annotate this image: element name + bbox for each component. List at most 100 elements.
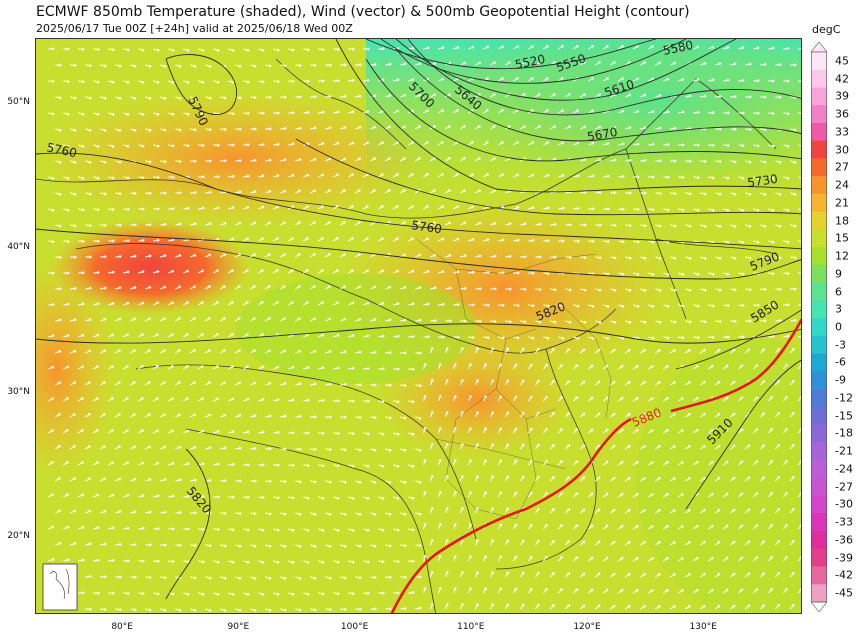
wind-arrow [370, 480, 377, 484]
wind-arrow [265, 414, 272, 418]
wind-arrow [355, 285, 362, 290]
wind-arrow [198, 80, 205, 84]
wind-arrow [160, 608, 167, 612]
wind-arrow [444, 571, 449, 578]
wind-arrow [490, 189, 497, 194]
wind-arrow [48, 397, 55, 402]
colorbar-band [811, 211, 827, 230]
wind-arrow [588, 239, 595, 244]
wind-arrow [445, 125, 451, 130]
wind-arrow [325, 480, 332, 484]
wind-arrow [370, 575, 377, 580]
wind-arrow [138, 112, 145, 116]
wind-arrow [348, 431, 355, 436]
wind-arrow [528, 45, 535, 50]
wind-arrow [183, 397, 190, 402]
wind-arrow [640, 412, 646, 418]
wind-arrow [633, 45, 639, 50]
wind-arrow [678, 493, 684, 498]
wind-arrow [550, 320, 557, 324]
wind-arrow [130, 317, 137, 322]
weather-map: 5520 5550 5580 5610 5640 5670 5700 5730 … [35, 38, 802, 614]
wind-arrow [160, 381, 166, 386]
wind-arrow [467, 427, 472, 434]
wind-arrow [445, 253, 452, 258]
wind-arrow [519, 347, 525, 354]
wind-arrow [489, 539, 494, 546]
wind-arrow [760, 62, 767, 67]
wind-arrow [603, 207, 610, 211]
wind-arrow [378, 334, 385, 338]
wind-arrow [183, 429, 190, 434]
wind-arrow [400, 125, 407, 130]
wind-arrow [70, 160, 77, 164]
wind-arrow [415, 606, 422, 610]
wind-arrow [295, 349, 302, 354]
wind-arrow [183, 333, 189, 338]
warm-region-west [36, 259, 116, 479]
wind-arrow [318, 464, 325, 468]
wind-arrow [370, 512, 377, 516]
country-borders [36, 58, 777, 613]
wind-arrow [123, 493, 130, 498]
wind-arrow [55, 349, 62, 354]
wind-arrow [790, 287, 797, 291]
wind-arrow [444, 603, 449, 610]
wind-arrow [100, 286, 107, 290]
wind-arrow [100, 160, 107, 164]
wind-arrow [280, 447, 287, 451]
wind-arrow [333, 431, 340, 436]
wind-arrow [618, 460, 624, 466]
contour-5790-north [165, 54, 238, 115]
wind-arrow [325, 544, 332, 548]
wind-arrow [415, 286, 422, 290]
wind-arrow [85, 223, 92, 228]
wind-arrow [115, 286, 122, 290]
wind-arrow [678, 336, 685, 340]
wind-arrow [63, 239, 70, 244]
wind-arrow [648, 77, 655, 82]
wind-arrow [579, 540, 586, 546]
wind-arrow [303, 560, 310, 564]
wind-arrow [527, 587, 533, 594]
wind-arrow [55, 477, 61, 482]
wind-arrow [438, 141, 444, 146]
colorbar-band [811, 548, 827, 567]
wind-arrow [685, 477, 691, 482]
wind-arrow [497, 363, 502, 370]
wind-arrow [782, 427, 788, 434]
wind-arrow [48, 208, 55, 212]
wind-arrow [63, 302, 70, 306]
wind-arrow [504, 603, 510, 610]
wind-arrow [303, 496, 310, 500]
wind-arrow [430, 286, 437, 290]
wind-arrow [130, 510, 137, 514]
wind-arrow [564, 348, 571, 354]
wind-arrow [78, 591, 85, 595]
wind-arrow [483, 270, 490, 275]
wind-arrow [774, 443, 780, 450]
wind-arrow [633, 428, 639, 434]
wind-arrow [452, 555, 457, 562]
wind-arrow [258, 430, 265, 434]
wind-arrow [483, 109, 489, 114]
wind-arrow [85, 192, 92, 196]
wind-arrow [775, 63, 782, 67]
wind-arrow [318, 496, 325, 500]
wind-arrow [235, 446, 242, 450]
wind-arrow [303, 173, 310, 178]
wind-arrow [678, 45, 685, 50]
wind-arrow [55, 160, 62, 164]
wind-arrow [534, 571, 540, 578]
wind-arrow [730, 444, 736, 450]
wind-arrow [198, 527, 205, 531]
wind-arrow [422, 362, 427, 370]
wind-arrow [288, 111, 295, 115]
wind-arrow [610, 125, 617, 130]
wind-arrow [640, 288, 647, 292]
wind-arrow [310, 480, 317, 484]
wind-arrow [744, 476, 751, 482]
wind-arrow [678, 429, 684, 434]
wind-arrow [618, 77, 625, 82]
wind-arrow [422, 490, 427, 498]
